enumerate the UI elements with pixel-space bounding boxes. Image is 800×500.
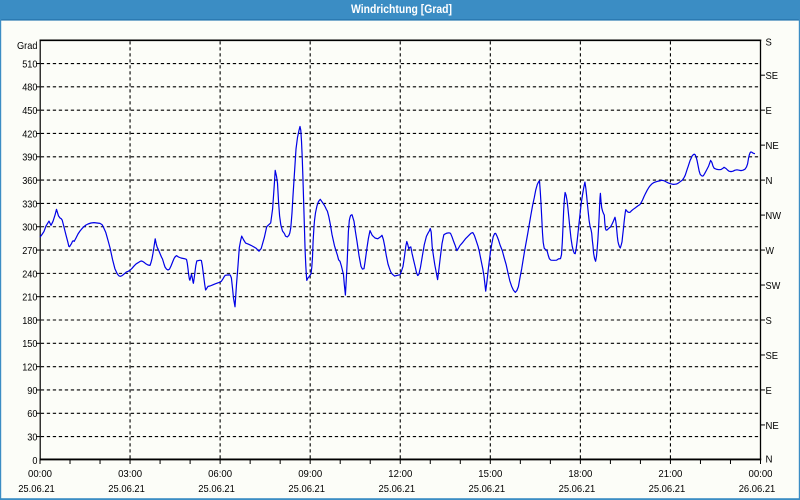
svg-text:90: 90: [27, 385, 37, 397]
svg-text:15:00: 15:00: [478, 468, 502, 480]
svg-text:N: N: [766, 175, 773, 187]
svg-text:270: 270: [22, 245, 37, 257]
svg-text:0: 0: [32, 455, 37, 467]
svg-text:26.06.21: 26.06.21: [739, 483, 776, 495]
svg-text:25.06.21: 25.06.21: [198, 483, 235, 495]
svg-text:120: 120: [22, 362, 37, 374]
svg-text:00:00: 00:00: [749, 468, 773, 480]
svg-text:25.06.21: 25.06.21: [288, 483, 325, 495]
svg-text:03:00: 03:00: [118, 468, 142, 480]
svg-text:60: 60: [27, 408, 37, 420]
svg-text:NE: NE: [766, 140, 779, 152]
svg-text:06:00: 06:00: [208, 468, 232, 480]
svg-text:SW: SW: [766, 280, 781, 292]
svg-text:240: 240: [22, 268, 37, 280]
svg-text:E: E: [766, 105, 772, 117]
svg-text:420: 420: [22, 128, 37, 140]
svg-text:00:00: 00:00: [28, 468, 52, 480]
svg-text:E: E: [766, 385, 772, 397]
svg-text:09:00: 09:00: [298, 468, 322, 480]
svg-text:18:00: 18:00: [568, 468, 592, 480]
svg-text:S: S: [766, 315, 772, 327]
svg-text:25.06.21: 25.06.21: [379, 483, 416, 495]
svg-text:SE: SE: [766, 350, 779, 362]
svg-text:NW: NW: [766, 210, 782, 222]
svg-text:330: 330: [22, 198, 37, 210]
svg-text:25.06.21: 25.06.21: [108, 483, 145, 495]
svg-text:450: 450: [22, 105, 37, 117]
svg-text:S: S: [766, 37, 772, 49]
svg-text:21:00: 21:00: [658, 468, 682, 480]
svg-text:360: 360: [22, 175, 37, 187]
svg-text:25.06.21: 25.06.21: [469, 483, 506, 495]
svg-text:N: N: [766, 454, 773, 466]
svg-text:12:00: 12:00: [388, 468, 412, 480]
svg-text:510: 510: [22, 58, 37, 70]
svg-text:NE: NE: [766, 420, 779, 432]
svg-text:480: 480: [22, 82, 37, 94]
svg-text:300: 300: [22, 222, 37, 234]
svg-text:150: 150: [22, 338, 37, 350]
svg-text:25.06.21: 25.06.21: [649, 483, 686, 495]
svg-text:25.06.21: 25.06.21: [559, 483, 596, 495]
svg-text:390: 390: [22, 152, 37, 164]
svg-text:180: 180: [22, 315, 37, 327]
svg-text:30: 30: [27, 432, 37, 444]
svg-text:SE: SE: [766, 70, 779, 82]
svg-text:Windrichtung [Grad]: Windrichtung [Grad]: [351, 4, 452, 16]
svg-text:25.06.21: 25.06.21: [18, 483, 55, 495]
svg-text:Grad: Grad: [17, 40, 38, 52]
svg-text:W: W: [766, 245, 775, 257]
svg-text:210: 210: [22, 292, 37, 304]
